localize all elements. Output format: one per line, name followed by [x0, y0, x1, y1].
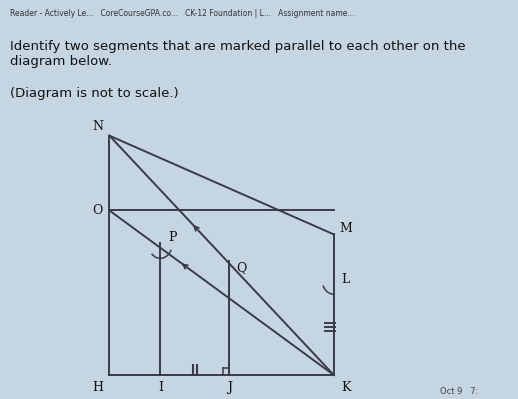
- Text: K: K: [341, 381, 351, 393]
- Text: (Diagram is not to scale.): (Diagram is not to scale.): [10, 87, 179, 100]
- Text: N: N: [92, 120, 103, 133]
- Text: Q: Q: [236, 261, 246, 274]
- Text: I: I: [158, 381, 163, 393]
- Text: J: J: [227, 381, 232, 393]
- Text: L: L: [342, 273, 350, 286]
- Text: O: O: [92, 204, 103, 217]
- Text: P: P: [168, 231, 177, 244]
- Text: Identify two segments that are marked parallel to each other on the diagram belo: Identify two segments that are marked pa…: [10, 41, 466, 69]
- Text: H: H: [92, 381, 103, 393]
- Text: M: M: [339, 222, 352, 235]
- Text: Reader - Actively Le...   CoreCourseGPA.co...   CK-12 Foundation | L...   Assign: Reader - Actively Le... CoreCourseGPA.co…: [10, 10, 355, 18]
- Text: Oct 9   7:: Oct 9 7:: [440, 387, 479, 395]
